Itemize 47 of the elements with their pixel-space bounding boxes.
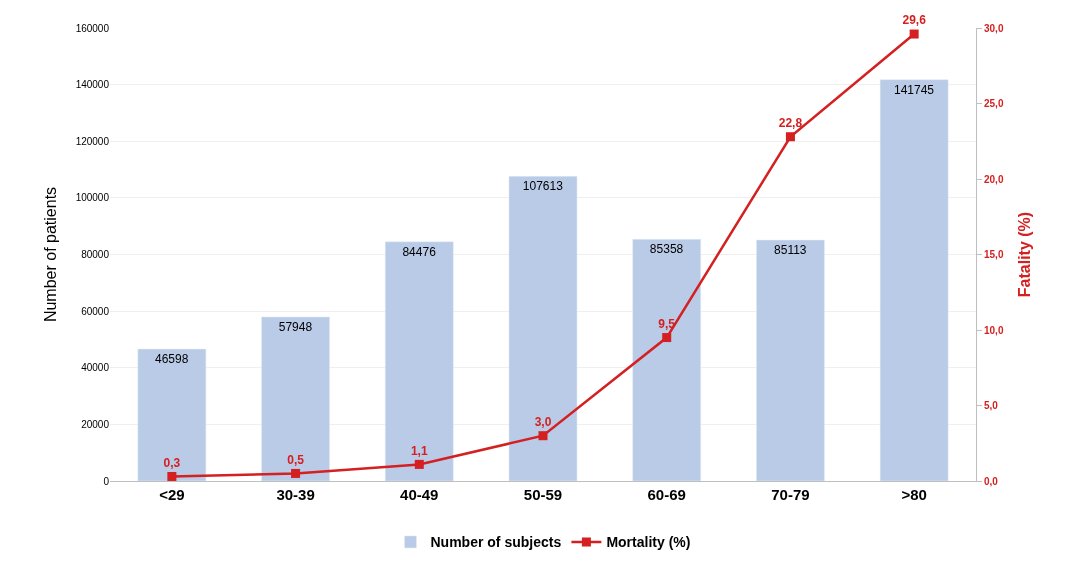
data-label: 0,3 [163,455,181,470]
y-tick-label: 120000 [75,135,110,147]
point [167,471,177,481]
y2-tick-label: 5,0 [984,400,999,411]
data-label: 85113 [774,243,807,258]
y-tick-label: 160000 [75,22,110,34]
legend-label: Number of subjects [430,534,562,551]
y-axis-title: Number of patients [41,186,59,323]
data-label: 57948 [278,319,313,334]
point [909,29,919,39]
x-tick-label: >80 [901,486,927,503]
x-tick-label: 60-69 [647,486,686,503]
point [538,431,548,441]
data-label: 46598 [155,352,189,367]
data-label: 1,1 [410,443,428,458]
x-tick-label: 40-49 [400,486,439,503]
y2-tick-label: 10,0 [984,324,1004,336]
x-tick-label: <29 [159,486,185,503]
y-tick-label: 40000 [81,362,110,374]
data-label: 29,6 [902,13,927,28]
x-tick-label: 70-79 [771,486,810,503]
y2-tick-label: 15,0 [984,249,1004,260]
point [662,333,672,343]
point [414,459,424,469]
data-label: 84476 [402,244,437,259]
y2-axis-title: Fatality (%) [1015,211,1033,298]
data-label: 107613 [522,179,564,194]
x-tick-label: 50-59 [523,486,563,503]
data-label: 85358 [649,242,684,257]
y-tick-label: 100000 [75,192,110,204]
y-tick-label: 140000 [75,79,110,91]
y2-tick-label: 25,0 [984,98,1004,109]
data-label: 3,0 [534,415,552,430]
data-label: 141745 [893,82,935,97]
y2-tick-label: 20,0 [984,173,1004,185]
y-tick-label: 0 [103,475,110,487]
y-tick-label: 60000 [81,305,110,317]
x-tick-label: 30-39 [276,486,315,503]
data-label: 0,5 [287,452,305,467]
y-tick-label: 80000 [81,249,110,260]
legend-label: Mortality (%) [606,534,691,551]
y-tick-label: 20000 [81,418,110,430]
y2-tick-label: 0,0 [984,475,999,487]
point [291,468,301,478]
data-label: 22,8 [778,116,803,131]
point [785,132,795,142]
y2-tick-label: 30,0 [984,22,1004,34]
